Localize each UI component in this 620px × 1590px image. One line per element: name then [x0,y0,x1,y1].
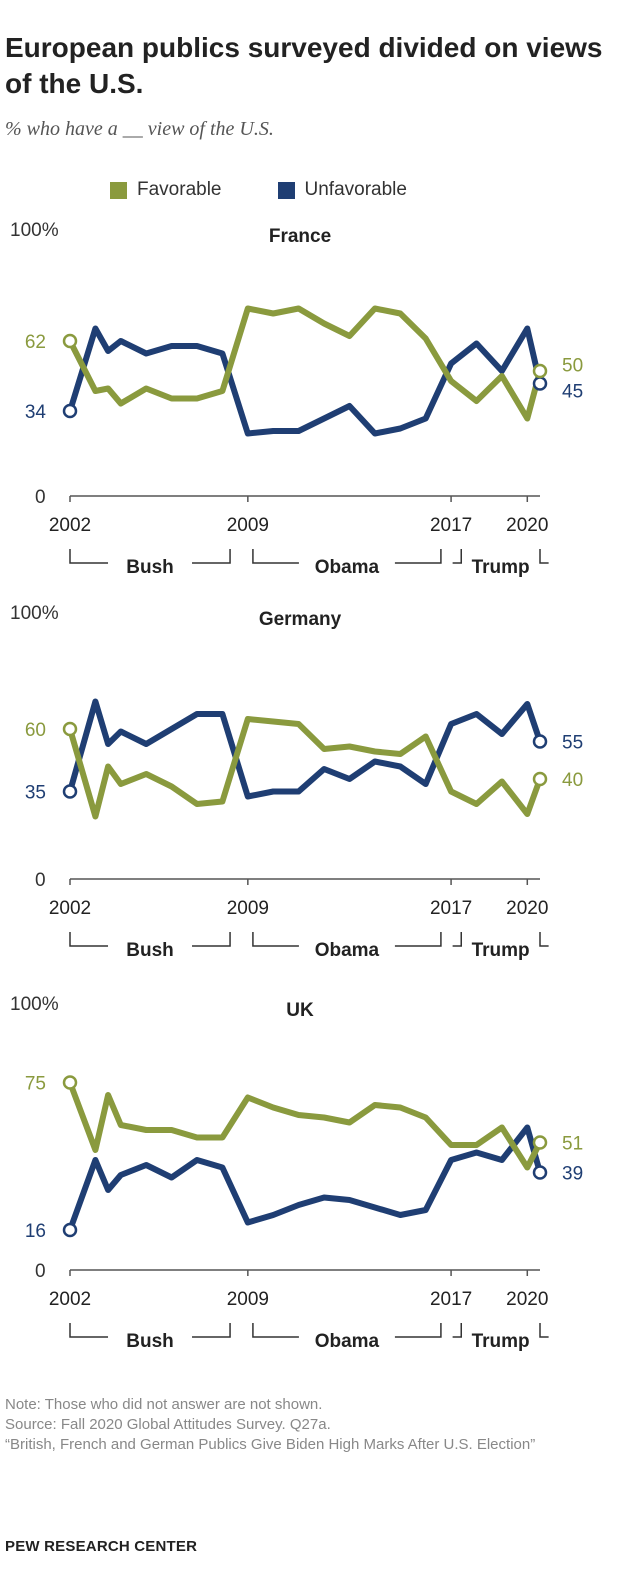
uk-title: UK [286,1000,314,1021]
legend-label-unfavorable: Unfavorable [304,179,407,200]
end-point-unfavorable [532,376,548,391]
footer-note: Note: Those who did not answer are not s… [5,1396,323,1413]
era-bracket-left [69,932,109,947]
legend-swatch-favorable [110,181,127,199]
series-line-favorable [67,716,543,820]
end-point-favorable [532,771,548,787]
era-bracket-right [394,932,442,947]
x-axis-tick-label: 2002 [49,1289,91,1310]
series-line-unfavorable [67,325,543,437]
end-value-label-favorable: 51 [562,1134,583,1155]
x-axis-tick-label: 2009 [227,515,269,536]
start-point-unfavorable [62,784,78,799]
era-bracket-left [252,549,299,564]
end-value-label-favorable: 40 [562,770,583,791]
era-bracket-right [192,1323,231,1338]
start-value-label-unfavorable: 16 [25,1221,46,1242]
y-axis-max-label: 100% [10,994,59,1015]
start-point-unfavorable [62,1222,78,1238]
era-bracket-left [252,1323,299,1338]
footer-report: “British, French and German Publics Give… [5,1436,536,1453]
start-point-favorable [62,721,78,737]
y-axis-zero-label: 0 [35,870,46,891]
era-bracket-left [252,932,299,947]
y-axis-zero-label: 0 [35,1261,46,1282]
end-point-favorable [532,363,548,379]
end-value-label-unfavorable: 55 [562,733,583,754]
start-point-unfavorable [62,403,78,419]
legend-swatch-unfavorable [277,181,295,199]
era-label-trump: Trump [472,1331,530,1352]
start-value-label-favorable: 62 [25,332,46,353]
x-axis-tick-label: 2020 [506,898,548,919]
series-line-favorable [67,1079,543,1171]
era-label-obama: Obama [315,940,380,961]
era-bracket-left [452,932,462,947]
end-value-label-favorable: 50 [562,355,583,376]
era-bracket-right [192,549,231,564]
era-bracket-left [452,549,462,564]
x-axis-tick-label: 2017 [430,515,472,536]
era-bracket-right [539,1323,549,1338]
y-axis-max-label: 100% [10,220,59,241]
era-bracket-right [192,932,231,947]
series-line-unfavorable [67,1124,543,1233]
end-point-favorable [532,1135,548,1150]
era-label-bush: Bush [126,1331,174,1352]
era-bracket-right [394,1323,442,1338]
start-value-label-unfavorable: 34 [25,402,47,423]
legend-item-unfavorable: Unfavorable [277,179,407,201]
chart-subtitle: % who have a __ view of the U.S. [5,118,274,140]
end-value-label-unfavorable: 39 [562,1164,583,1185]
era-bracket-left [452,1323,462,1338]
footer-source: Source: Fall 2020 Global Attitudes Surve… [5,1416,331,1433]
era-label-trump: Trump [472,557,530,578]
era-bracket-right [539,549,549,564]
footer: Note: Those who did not answer are not s… [5,1395,610,1455]
france-title: France [269,226,331,247]
era-bracket-right [539,932,549,947]
start-point-favorable [62,1075,78,1090]
y-axis-zero-label: 0 [35,487,46,508]
x-axis-tick-label: 2020 [506,1289,548,1310]
y-axis-max-label: 100% [10,603,59,624]
start-value-label-favorable: 75 [25,1074,46,1095]
germany-title: Germany [259,609,342,630]
start-value-label-unfavorable: 35 [25,783,46,804]
x-axis-tick-label: 2020 [506,515,548,536]
x-axis-tick-label: 2017 [430,898,472,919]
era-label-trump: Trump [472,940,530,961]
series-line-unfavorable [67,698,543,800]
era-bracket-right [394,549,442,564]
start-value-label-favorable: 60 [25,720,46,741]
brand-name: PEW RESEARCH CENTER [5,1538,198,1555]
x-axis-tick-label: 2017 [430,1289,472,1310]
chart-title: European publics surveyed divided on vie… [5,32,603,99]
era-bracket-left [69,549,109,564]
end-value-label-unfavorable: 45 [562,381,583,402]
x-axis-tick-label: 2002 [49,515,91,536]
era-label-bush: Bush [126,940,174,961]
legend-item-favorable: Favorable [110,179,222,201]
legend: Favorable Unfavorable [110,176,463,204]
era-label-bush: Bush [126,557,174,578]
x-axis-tick-label: 2009 [227,898,269,919]
series-line-favorable [67,305,543,422]
era-bracket-left [69,1323,109,1338]
legend-label-favorable: Favorable [137,179,222,200]
start-point-favorable [62,333,78,349]
x-axis-tick-label: 2002 [49,898,91,919]
end-point-unfavorable [532,1165,548,1180]
end-point-unfavorable [532,734,548,749]
era-label-obama: Obama [315,557,380,578]
era-label-obama: Obama [315,1331,380,1352]
x-axis-tick-label: 2009 [227,1289,269,1310]
